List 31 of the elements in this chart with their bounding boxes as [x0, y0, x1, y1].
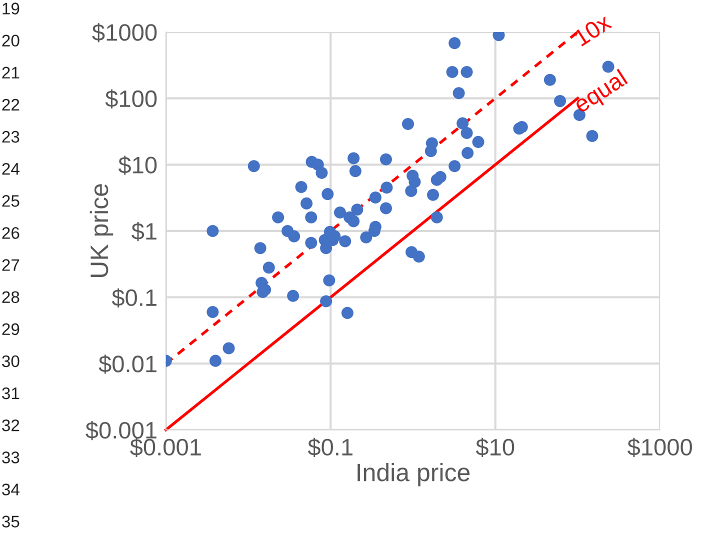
- text: 29: [2, 323, 20, 336]
- text: 28: [2, 291, 20, 304]
- x-axis-title: India price: [358, 462, 470, 486]
- text: 27: [2, 259, 20, 271]
- text: 35: [2, 516, 20, 528]
- text: 34: [2, 484, 20, 496]
- x-tick-label: $0.001: [130, 438, 201, 457]
- text: 22: [2, 98, 20, 110]
- text: 32: [2, 419, 20, 432]
- y-tick-label: $10: [118, 156, 157, 175]
- y-tick-label: $100: [105, 89, 157, 109]
- x-tick-label: $10: [476, 438, 514, 457]
- text: 24: [2, 162, 20, 175]
- text: 31: [2, 387, 20, 400]
- text: 33: [2, 452, 20, 464]
- y-axis-title: UK price: [90, 184, 114, 277]
- text: 19: [2, 2, 20, 14]
- text: 23: [2, 130, 20, 143]
- text: 10x: [573, 12, 612, 47]
- x-tick-label: $0.1: [308, 438, 352, 457]
- text: 20: [2, 34, 20, 47]
- x-tick-label: $1000: [628, 438, 692, 457]
- text: 21: [2, 66, 20, 78]
- y-tick-label: $1000: [92, 23, 157, 42]
- text: 25: [2, 195, 20, 207]
- y-tick-label: $0.1: [112, 288, 156, 308]
- text: 30: [2, 355, 20, 368]
- y-tick-label: $1: [132, 222, 156, 242]
- y-tick-label: $0.01: [98, 354, 156, 374]
- y-tick-label: $0.001: [86, 420, 156, 440]
- text: 26: [2, 227, 20, 239]
